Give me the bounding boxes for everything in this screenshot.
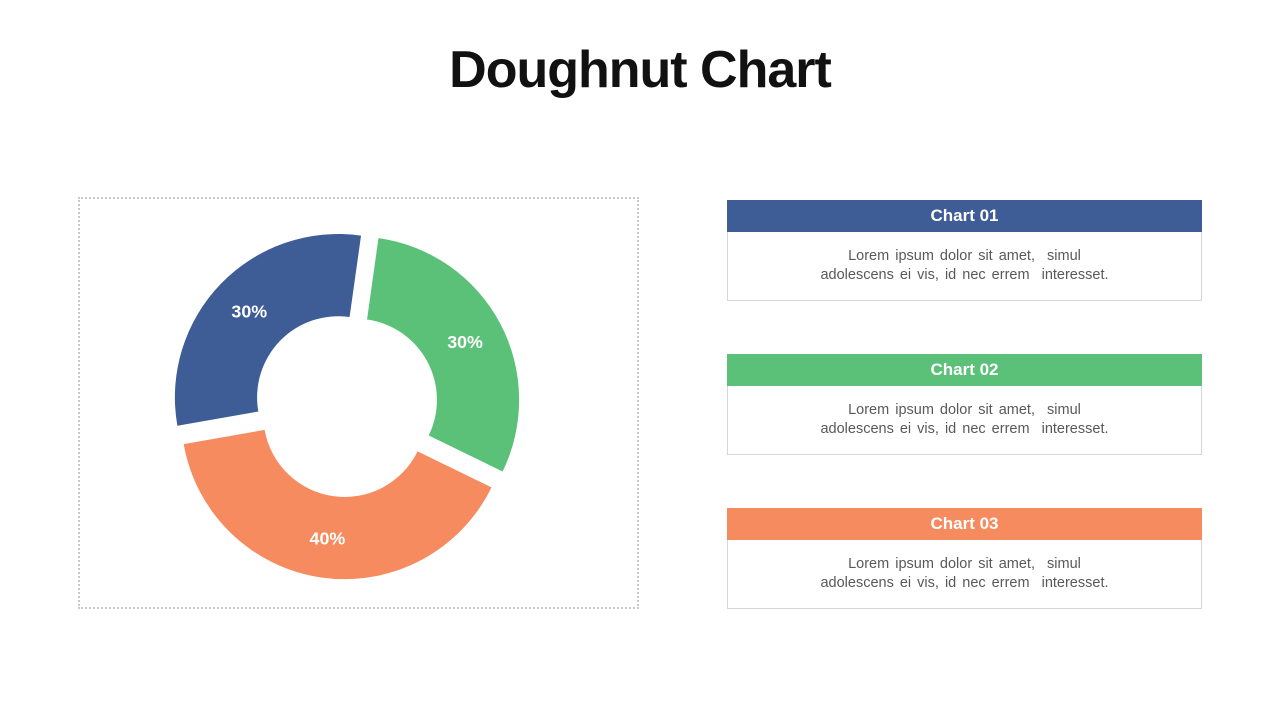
donut-slice-label: 30% [231,302,267,322]
donut-slice-label: 40% [310,529,346,549]
card-chart-01: Chart 01 Lorem ipsum dolor sit amet, sim… [727,200,1202,301]
card-body-chart-01: Lorem ipsum dolor sit amet, simul adoles… [727,232,1202,301]
card-text-line: adolescens ei vis, id nec errem interess… [820,267,1109,283]
card-text-line: adolescens ei vis, id nec errem interess… [820,421,1109,437]
card-header-chart-01: Chart 01 [727,200,1202,232]
card-body-chart-03: Lorem ipsum dolor sit amet, simul adoles… [727,540,1202,609]
page-title: Doughnut Chart [449,41,832,99]
donut-slice-chart-01 [174,234,362,426]
card-chart-02: Chart 02 Lorem ipsum dolor sit amet, sim… [727,354,1202,455]
chart-panel: 30% 40% 30% [78,197,639,609]
card-text-line: Lorem ipsum dolor sit amet, simul [848,248,1081,264]
donut-slice-chart-02 [367,238,520,472]
card-body-chart-02: Lorem ipsum dolor sit amet, simul adoles… [727,386,1202,455]
info-cards: Chart 01 Lorem ipsum dolor sit amet, sim… [727,200,1202,662]
card-header-chart-03: Chart 03 [727,508,1202,540]
card-text-line: adolescens ei vis, id nec errem interess… [820,575,1109,591]
card-text-line: Lorem ipsum dolor sit amet, simul [848,402,1081,418]
donut-slice-chart-03 [183,429,492,580]
card-text-line: Lorem ipsum dolor sit amet, simul [848,556,1081,572]
donut-slice-label: 30% [447,332,483,352]
doughnut-chart-svg: 30% 40% 30% [174,234,520,580]
card-chart-03: Chart 03 Lorem ipsum dolor sit amet, sim… [727,508,1202,609]
card-header-chart-02: Chart 02 [727,354,1202,386]
